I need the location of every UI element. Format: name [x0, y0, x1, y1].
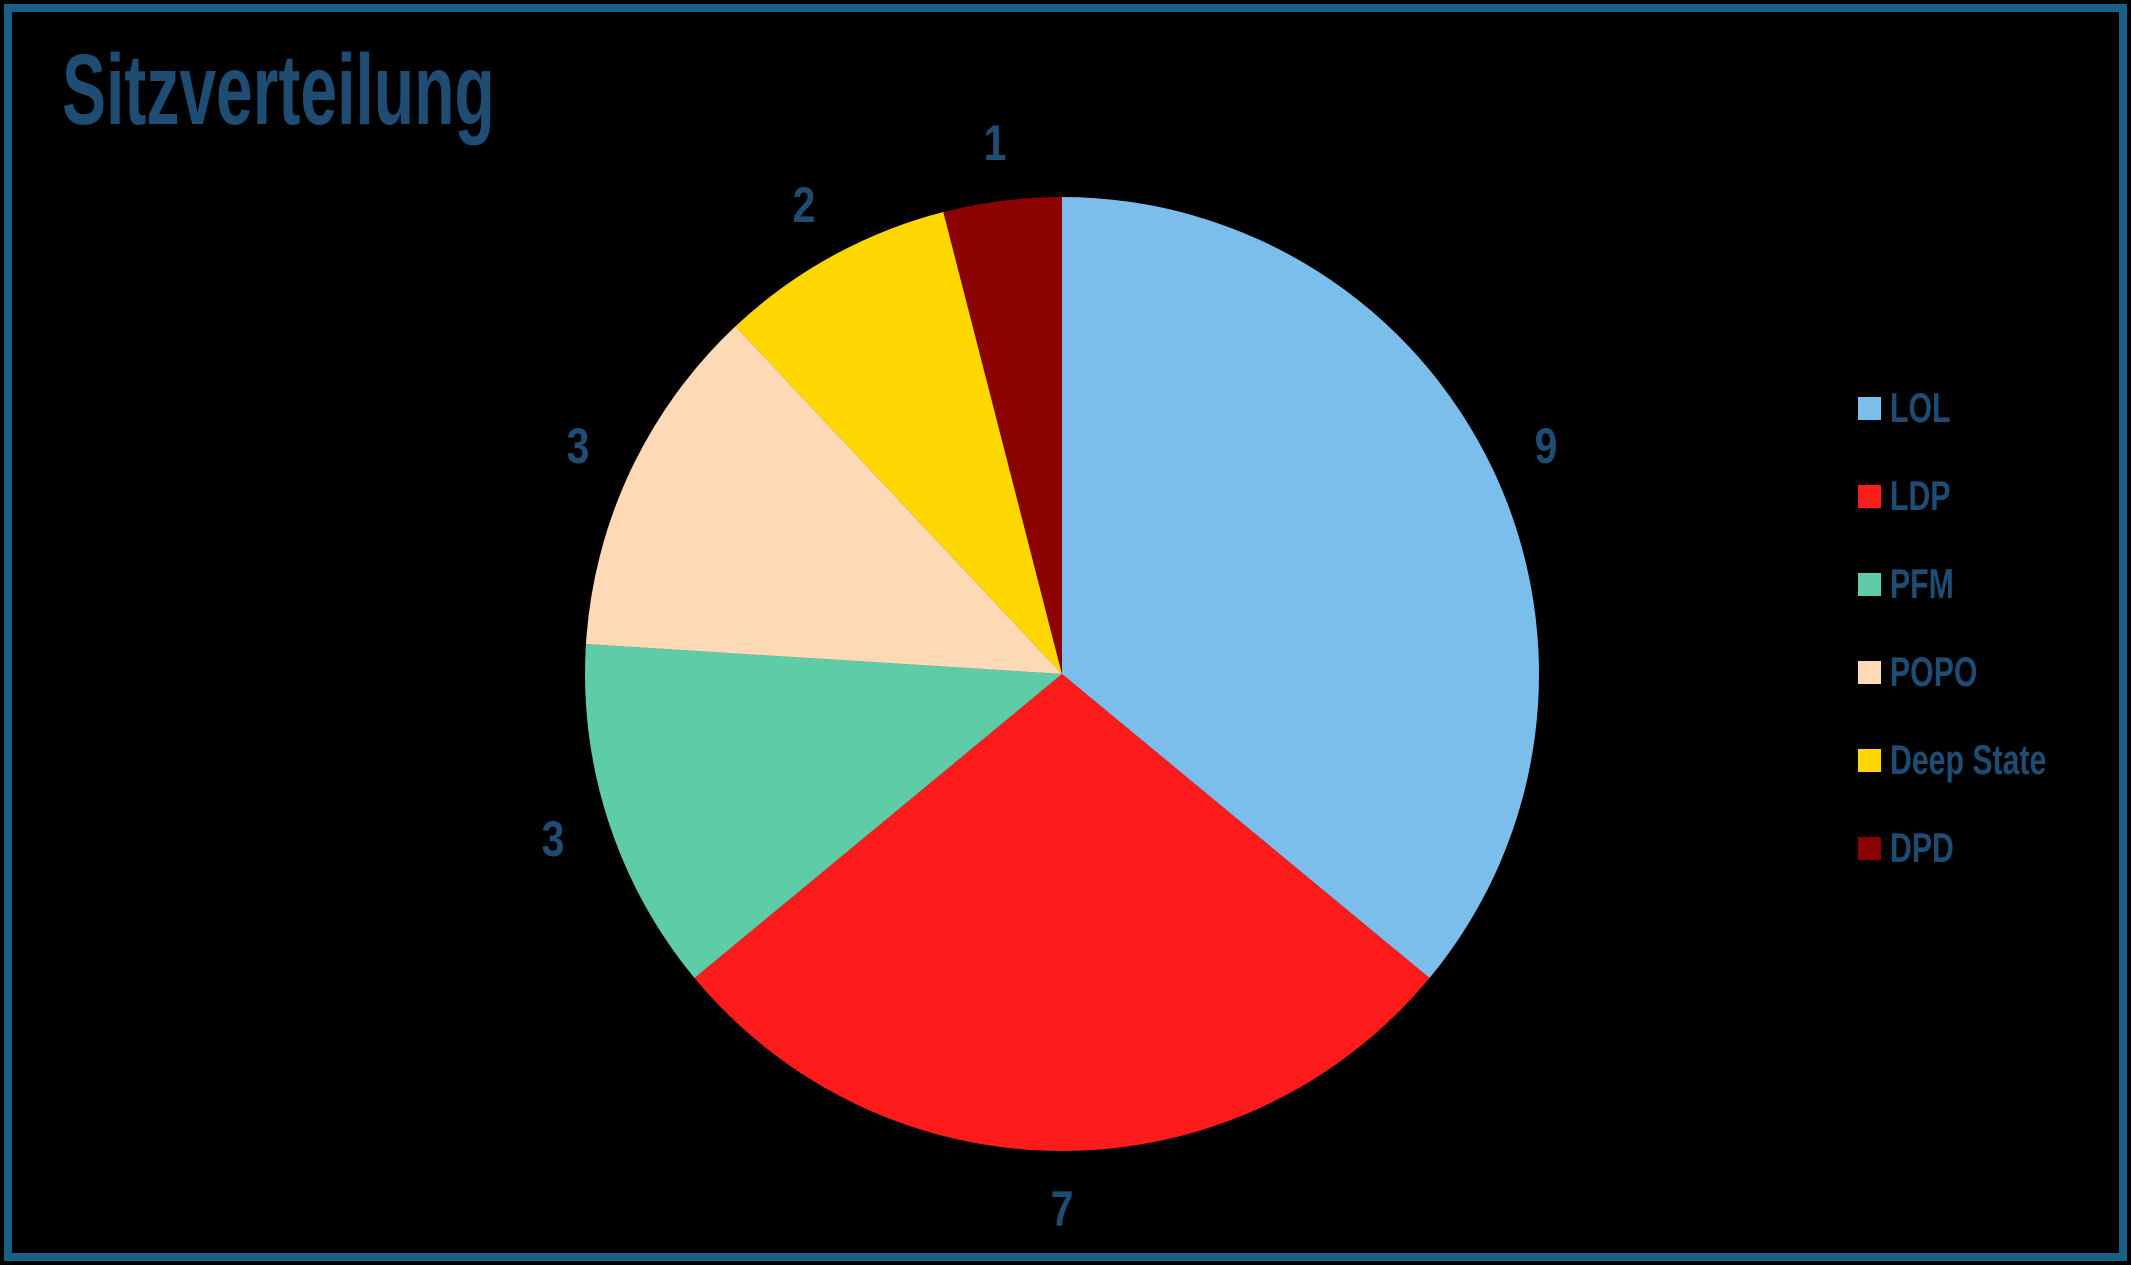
pie-slice-value-label: 3 — [566, 418, 590, 475]
legend-item-popo: POPO — [1858, 628, 2107, 716]
legend-swatch-icon — [1858, 748, 1881, 772]
legend-label: PFM — [1890, 560, 1954, 607]
pie-slice-dpd — [943, 197, 1062, 674]
legend-swatch-icon — [1858, 572, 1881, 596]
legend-label: POPO — [1890, 648, 1978, 695]
legend: LOL LDP PFM POPO Deep State DPD — [1858, 364, 2107, 892]
legend-label: Deep State — [1890, 736, 2047, 783]
legend-swatch-icon — [1858, 660, 1881, 684]
pie-slice-value-label: 3 — [541, 811, 565, 868]
pie-slice-deep-state — [735, 211, 1062, 674]
chart-title: Sitzverteilung — [62, 34, 495, 146]
legend-swatch-icon — [1858, 484, 1881, 508]
pie-slice-ldp — [694, 674, 1430, 1152]
pie-slice-pfm — [585, 644, 1062, 979]
legend-item-dpd: DPD — [1858, 804, 2107, 892]
legend-swatch-icon — [1858, 396, 1881, 420]
pie-slice-lol — [1062, 197, 1539, 979]
pie-slice-popo — [585, 326, 1062, 674]
legend-item-pfm: PFM — [1858, 540, 2107, 628]
legend-label: LDP — [1890, 472, 1951, 519]
pie-slice-value-label: 9 — [1534, 418, 1558, 475]
legend-item-ldp: LDP — [1858, 452, 2107, 540]
legend-item-deep-state: Deep State — [1858, 716, 2107, 804]
pie-slice-value-label: 7 — [1050, 1181, 1074, 1237]
pie-slice-value-label: 1 — [983, 115, 1007, 172]
legend-swatch-icon — [1858, 836, 1881, 860]
legend-item-lol: LOL — [1858, 364, 2107, 452]
legend-label: DPD — [1890, 824, 1954, 871]
pie-slice-value-label: 2 — [792, 177, 816, 234]
legend-label: LOL — [1890, 384, 1951, 431]
